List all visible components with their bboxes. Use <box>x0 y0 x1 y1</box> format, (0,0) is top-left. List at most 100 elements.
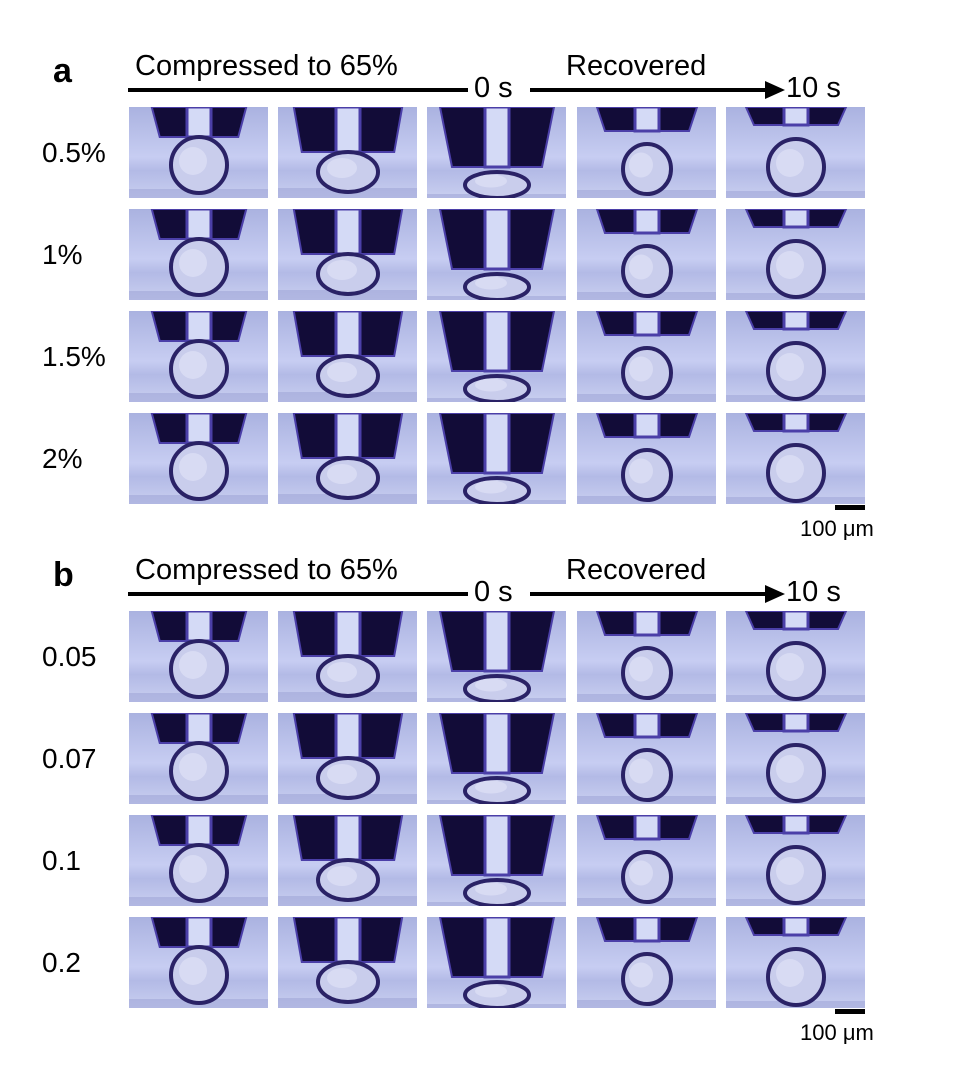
micrograph-panel <box>427 713 566 804</box>
micrograph-panel <box>129 107 268 198</box>
micrograph-panel <box>577 311 716 402</box>
scale-bar-label: 100 μm <box>800 516 874 541</box>
probe-stripe <box>782 107 810 127</box>
header-ten-seconds: 10 s <box>786 576 841 608</box>
micrograph-panel <box>278 413 417 504</box>
timeline-line <box>530 592 770 596</box>
micrograph-panel <box>577 713 716 804</box>
scale-bar <box>835 1009 865 1014</box>
header-recovered: Recovered <box>566 554 707 586</box>
probe-stripe <box>633 107 661 133</box>
panel-label: b <box>53 556 74 594</box>
micrograph-panel <box>577 209 716 300</box>
header-compressed: Compressed to 65% <box>135 50 398 82</box>
probe-stripe <box>185 413 213 445</box>
probe-stripe <box>185 815 213 847</box>
probe-stripe <box>633 815 661 841</box>
probe-stripe <box>483 107 511 169</box>
probe-stripe <box>782 917 810 937</box>
micrograph-panel <box>278 611 417 702</box>
micrograph-panel <box>577 917 716 1008</box>
scale-bar-label: 100 μm <box>800 1020 874 1045</box>
row-label: 0.2 <box>42 947 81 978</box>
probe-stripe <box>633 611 661 637</box>
micrograph-panel <box>427 917 566 1008</box>
micrograph-panel <box>427 311 566 402</box>
probe-stripe <box>185 611 213 643</box>
probe-stripe <box>633 413 661 439</box>
probe-stripe <box>334 713 362 760</box>
timeline-line <box>530 88 770 92</box>
probe-stripe <box>483 209 511 271</box>
micrograph-panel <box>129 311 268 402</box>
probe-stripe <box>782 311 810 331</box>
micrograph-panel <box>278 311 417 402</box>
row-label: 0.1 <box>42 845 81 876</box>
row-label: 2% <box>42 443 83 474</box>
micrograph-panel <box>129 713 268 804</box>
timeline-line <box>128 592 468 596</box>
micrograph-panel <box>129 413 268 504</box>
micrograph-panel <box>726 815 865 906</box>
timeline-line <box>128 88 468 92</box>
micrograph-panel <box>427 611 566 702</box>
header-zero-time: 0 s <box>474 576 513 608</box>
probe-stripe <box>185 209 213 241</box>
panel-label: a <box>53 52 72 90</box>
micrograph-panel <box>129 917 268 1008</box>
micrograph-panel <box>726 209 865 300</box>
probe-stripe <box>185 713 213 745</box>
micrograph-panel <box>726 917 865 1008</box>
probe-stripe <box>782 209 810 229</box>
probe-stripe <box>334 413 362 460</box>
probe-stripe <box>633 713 661 739</box>
probe-stripe <box>782 611 810 631</box>
probe-stripe <box>483 311 511 373</box>
micrograph-panel <box>726 611 865 702</box>
probe-stripe <box>782 713 810 733</box>
row-label: 1.5% <box>42 341 106 372</box>
row-label: 0.07 <box>42 743 97 774</box>
row-label: 0.5% <box>42 137 106 168</box>
micrograph-panel <box>278 917 417 1008</box>
probe-stripe <box>633 209 661 235</box>
micrograph-panel <box>129 611 268 702</box>
micrograph-panel <box>427 815 566 906</box>
micrograph-panel <box>726 413 865 504</box>
micrograph-panel <box>278 209 417 300</box>
micrograph-panel <box>726 713 865 804</box>
probe-stripe <box>334 815 362 862</box>
micrograph-panel <box>278 713 417 804</box>
micrograph-panel <box>129 209 268 300</box>
probe-stripe <box>483 917 511 979</box>
row-label: 0.05 <box>42 641 97 672</box>
probe-stripe <box>483 611 511 673</box>
probe-stripe <box>334 917 362 964</box>
probe-stripe <box>334 107 362 154</box>
micrograph-panel <box>577 611 716 702</box>
probe-stripe <box>185 311 213 343</box>
probe-stripe <box>782 815 810 835</box>
probe-stripe <box>633 917 661 943</box>
probe-stripe <box>334 311 362 358</box>
micrograph-panel <box>129 815 268 906</box>
row-label: 1% <box>42 239 83 270</box>
probe-stripe <box>782 413 810 433</box>
header-compressed: Compressed to 65% <box>135 554 398 586</box>
probe-stripe <box>185 107 213 139</box>
micrograph-panel <box>278 815 417 906</box>
micrograph-panel <box>726 107 865 198</box>
micrograph-panel <box>427 107 566 198</box>
micrograph-panel <box>427 209 566 300</box>
probe-stripe <box>185 917 213 949</box>
probe-stripe <box>483 713 511 775</box>
scale-bar <box>835 505 865 510</box>
micrograph-panel <box>726 311 865 402</box>
header-recovered: Recovered <box>566 50 707 82</box>
probe-stripe <box>334 209 362 256</box>
probe-stripe <box>483 815 511 877</box>
micrograph-panel <box>577 815 716 906</box>
header-zero-time: 0 s <box>474 72 513 104</box>
arrow-right-icon <box>765 81 785 99</box>
